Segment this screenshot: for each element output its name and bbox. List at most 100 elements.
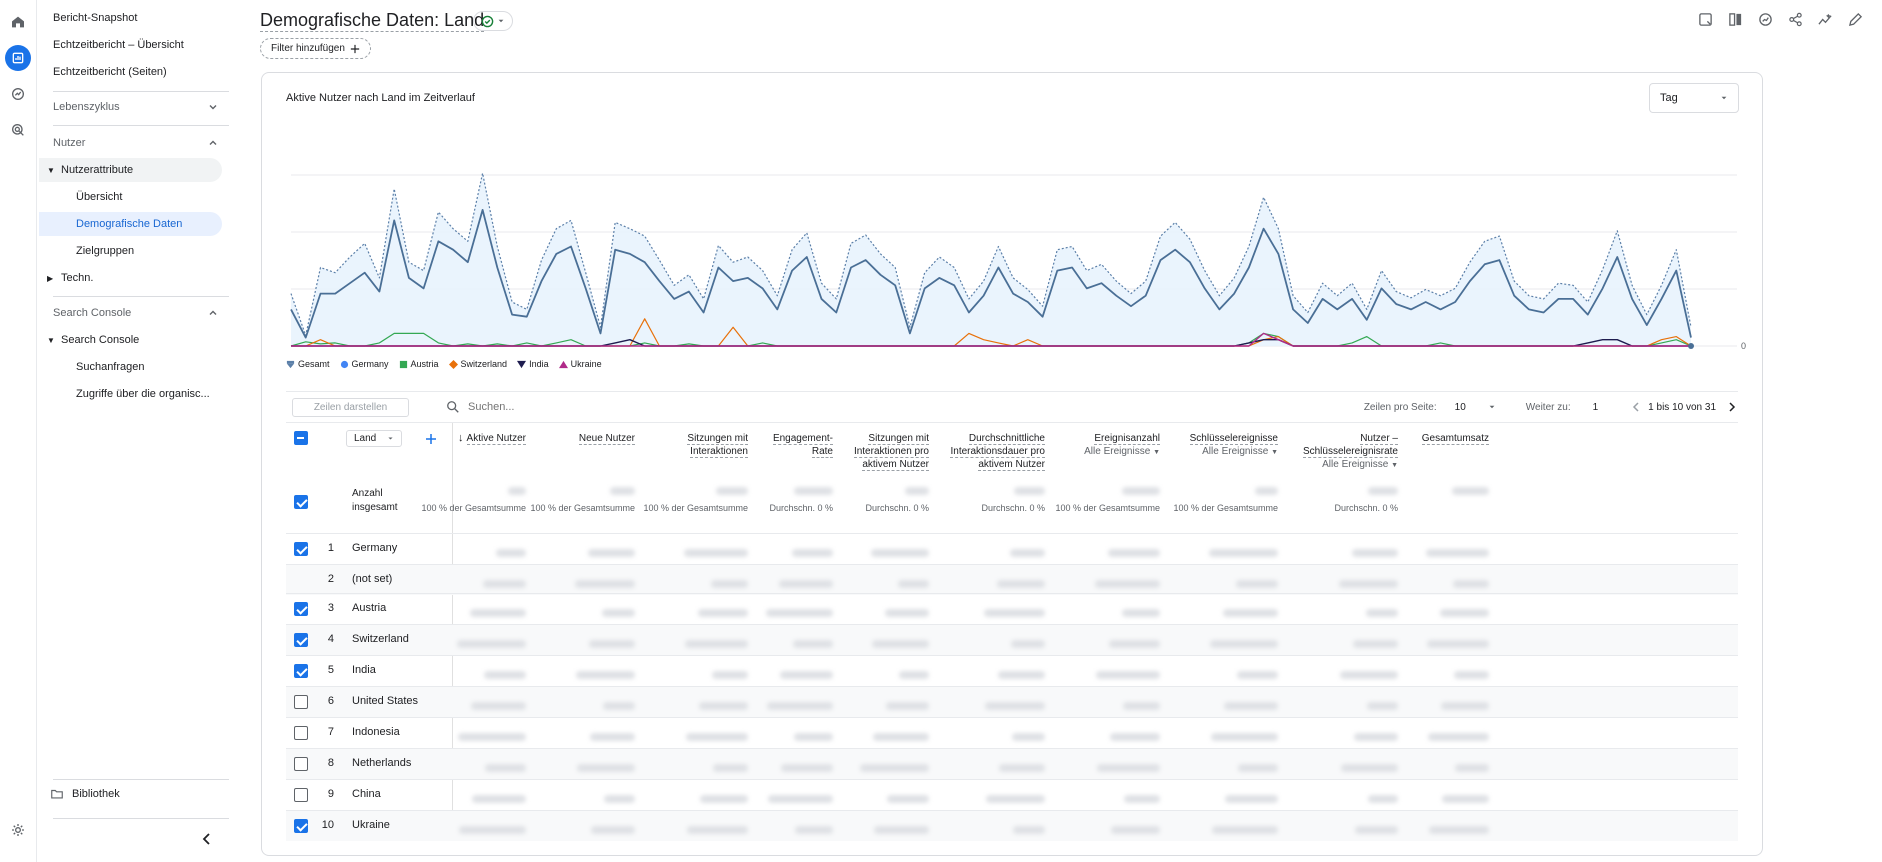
row-checkbox[interactable] [294, 726, 308, 740]
column-header[interactable]: Neue Nutzer [545, 432, 635, 445]
table-row[interactable]: 10 Ukraine [286, 810, 1738, 841]
cell-redacted [1339, 577, 1398, 591]
column-header[interactable]: Gesamtumsatz [1409, 432, 1489, 445]
goto-label: Weiter zu: [1525, 401, 1571, 413]
plus-icon [350, 44, 360, 53]
row-checkbox[interactable] [294, 602, 308, 616]
cell-redacted [591, 823, 635, 837]
prev-page-icon[interactable] [1630, 401, 1642, 413]
tree-user-attributes[interactable]: ▼ Nutzerattribute [39, 158, 222, 182]
advertising-icon[interactable] [5, 117, 31, 143]
row-checkbox[interactable] [294, 633, 308, 647]
share-icon[interactable] [1786, 10, 1804, 28]
explore-icon[interactable] [5, 81, 31, 107]
compare-icon[interactable] [1726, 10, 1744, 28]
cell-redacted [1110, 730, 1160, 744]
nav-report-snapshot[interactable]: Bericht-Snapshot [53, 12, 138, 24]
legend-item[interactable]: India [517, 359, 549, 369]
column-header[interactable]: Sitzungen mit Interaktionen pro aktivem … [839, 432, 929, 471]
home-icon[interactable] [5, 9, 31, 35]
cell-redacted [602, 606, 635, 620]
column-header-label: Engagement-Rate [772, 433, 833, 458]
tree-overview[interactable]: Übersicht [76, 191, 123, 203]
edit-pencil-icon[interactable] [1846, 10, 1864, 28]
cell-redacted [1013, 823, 1045, 837]
tree-organic-traffic[interactable]: Zugriffe über die organisc... [76, 388, 210, 400]
interval-select[interactable]: Tag [1649, 83, 1739, 113]
chevron-down-icon [209, 105, 217, 110]
library-link[interactable]: Bibliothek [50, 787, 120, 801]
table-row[interactable]: 4 Switzerland [286, 624, 1738, 655]
report-status-button[interactable] [473, 11, 513, 31]
column-event-filter[interactable]: Alle Ereignisse ▼ [1178, 445, 1278, 459]
cell-redacted [687, 823, 748, 837]
column-header[interactable]: Sitzungen mit Interaktionen [658, 432, 748, 458]
section-lifecycle[interactable]: Lebenszyklus [53, 101, 219, 113]
insights-icon[interactable] [1756, 10, 1774, 28]
dimension-select[interactable]: Land [346, 430, 402, 447]
row-checkbox[interactable] [294, 819, 308, 833]
dropdown-arrow-icon: ▼ [1153, 449, 1160, 456]
next-page-icon[interactable] [1726, 401, 1738, 413]
tree-search-console[interactable]: ▼ Search Console [47, 334, 140, 346]
table-row[interactable]: 3 Austria [286, 593, 1738, 624]
plot-rows-button[interactable]: Zeilen darstellen [292, 398, 409, 417]
reports-icon[interactable] [5, 45, 31, 71]
column-header[interactable]: Schlüsselereignisse Alle Ereignisse ▼ [1178, 432, 1278, 459]
legend-item[interactable]: Gesamt [286, 359, 330, 369]
search-input[interactable] [468, 401, 768, 413]
legend-item[interactable]: Germany [340, 359, 389, 369]
cell-redacted [603, 699, 635, 713]
column-header[interactable]: Ereignisanzahl Alle Ereignisse ▼ [1070, 432, 1160, 459]
cell-redacted [1354, 730, 1398, 744]
add-filter-button[interactable]: Filter hinzufügen [260, 38, 371, 59]
divider [53, 779, 229, 780]
row-checkbox[interactable] [294, 542, 308, 556]
cell-redacted [873, 730, 929, 744]
cell-redacted [780, 668, 833, 682]
section-users[interactable]: Nutzer [53, 137, 219, 149]
page-title[interactable]: Demografische Daten: Land [260, 10, 485, 32]
select-all-checkbox[interactable] [294, 431, 308, 445]
tree-queries[interactable]: Suchanfragen [76, 361, 145, 373]
tree-tech[interactable]: ▶ Techn. [47, 272, 94, 284]
tree-audiences[interactable]: Zielgruppen [76, 245, 135, 257]
legend-item[interactable]: Ukraine [558, 359, 602, 369]
column-event-filter[interactable]: Alle Ereignisse ▼ [1288, 458, 1398, 472]
add-dimension-icon[interactable] [425, 433, 437, 445]
table-row[interactable]: 5 India [286, 655, 1738, 686]
column-event-filter[interactable]: Alle Ereignisse ▼ [1070, 445, 1160, 459]
table-row[interactable]: 8 Netherlands [286, 748, 1738, 779]
column-header[interactable]: Nutzer – Schlüsselereignisrate Alle Ereig… [1288, 432, 1398, 472]
section-search-console[interactable]: Search Console [53, 307, 219, 319]
row-checkbox[interactable] [294, 695, 308, 709]
legend-item[interactable]: Switzerland [448, 359, 507, 369]
tree-demographics[interactable]: Demografische Daten [39, 212, 222, 236]
row-country: Indonesia [352, 726, 400, 738]
collapse-sidebar-icon[interactable] [197, 829, 217, 849]
table-row[interactable]: 2 (not set) [286, 564, 1738, 595]
table-row[interactable]: 1 Germany [286, 533, 1738, 564]
settings-icon[interactable] [5, 817, 31, 843]
nav-realtime-overview[interactable]: Echtzeitbericht – Übersicht [53, 39, 184, 51]
trend-insights-icon[interactable] [1816, 10, 1834, 28]
table-row[interactable]: 9 China [286, 779, 1738, 810]
table-row[interactable]: 7 Indonesia [286, 717, 1738, 748]
goto-page-input[interactable]: 1 [1592, 401, 1599, 413]
row-checkbox[interactable] [294, 757, 308, 771]
cell-redacted [590, 730, 635, 744]
column-header[interactable]: Durchschnittliche Interaktionsdauer pro … [945, 432, 1045, 471]
rows-per-page-select[interactable]: 10 [1455, 402, 1496, 413]
table-row[interactable]: 6 United States [286, 686, 1738, 717]
total-row-checkbox[interactable] [294, 495, 308, 509]
row-checkbox[interactable] [294, 664, 308, 678]
nav-realtime-pages[interactable]: Echtzeitbericht (Seiten) [53, 66, 167, 78]
table-search[interactable] [436, 392, 836, 422]
customize-report-icon[interactable] [1696, 10, 1714, 28]
legend-item[interactable]: Austria [399, 359, 439, 369]
cell-redacted [986, 792, 1045, 806]
column-header[interactable]: Engagement-Rate [753, 432, 833, 458]
row-checkbox[interactable] [294, 788, 308, 802]
column-header[interactable]: ↓ Aktive Nutzer [426, 432, 526, 445]
cell-redacted [699, 699, 748, 713]
